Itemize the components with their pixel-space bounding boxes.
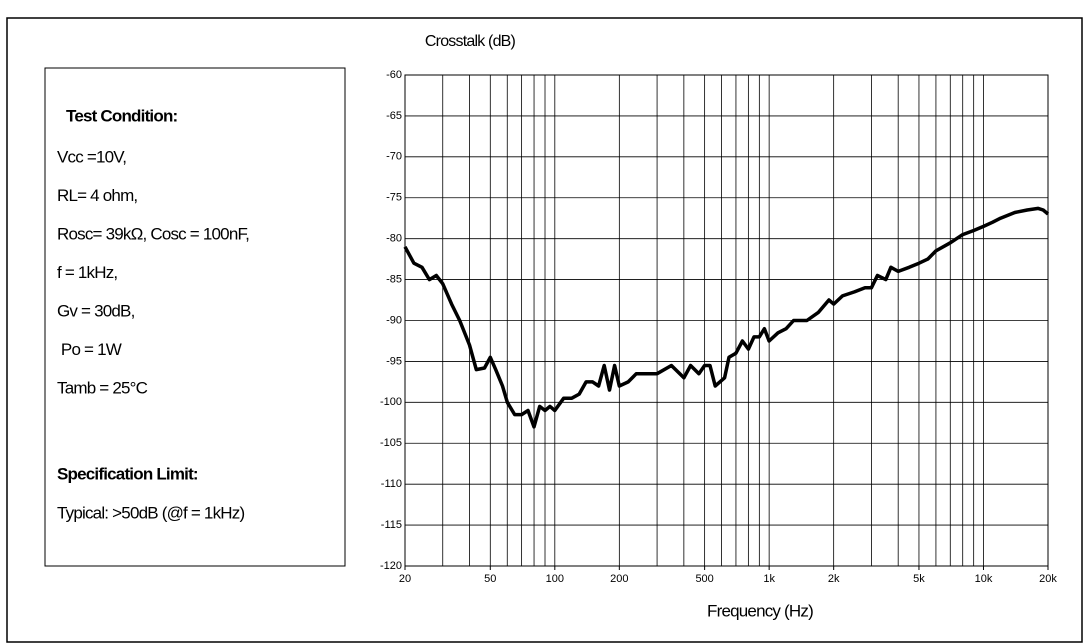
y-tick-label: -60 xyxy=(386,69,402,81)
condition-heading: Test Condition: xyxy=(66,106,178,125)
condition-line: Gv = 30dB, xyxy=(57,301,135,320)
x-tick-label: 2k xyxy=(828,573,840,585)
chart-title: Crosstalk (dB) xyxy=(425,33,516,50)
y-tick-label: -105 xyxy=(380,437,402,449)
y-tick-label: -120 xyxy=(380,560,402,572)
condition-line: Rosc= 39kΩ, Cosc = 100nF, xyxy=(57,224,249,243)
condition-line: Tamb = 25°C xyxy=(57,378,148,397)
limit-heading: Specification Limit: xyxy=(57,464,198,483)
y-tick-label: -65 xyxy=(386,110,402,122)
x-tick-label: 5k xyxy=(913,573,925,585)
y-tick-label: -95 xyxy=(386,355,402,367)
x-axis-label: Frequency (Hz) xyxy=(707,601,813,620)
condition-line: RL= 4 ohm, xyxy=(57,186,137,205)
limit-text: Typical: >50dB (@f = 1kHz) xyxy=(57,503,244,522)
y-tick-label: -85 xyxy=(386,273,402,285)
data-line xyxy=(403,206,1050,429)
frame xyxy=(6,17,1083,643)
y-tick-label: -90 xyxy=(386,314,402,326)
x-tick-label: 100 xyxy=(546,573,564,585)
y-tick-label: -75 xyxy=(386,192,402,204)
condition-line: f = 1kHz, xyxy=(57,263,117,282)
y-tick-label: -70 xyxy=(386,151,402,163)
x-tick-label: 10k xyxy=(975,573,993,585)
condition-box xyxy=(44,67,346,567)
y-tick-label: -80 xyxy=(386,233,402,245)
condition-line: Vcc =10V, xyxy=(57,147,126,166)
x-tick-label: 20 xyxy=(399,573,411,585)
condition-line: Po = 1W xyxy=(57,340,122,359)
x-tick-label: 20k xyxy=(1039,573,1057,585)
x-tick-label: 1k xyxy=(763,573,775,585)
y-tick-label: -110 xyxy=(381,478,402,490)
x-tick-label: 50 xyxy=(484,573,496,585)
y-tick-label: -115 xyxy=(381,519,402,531)
x-tick-label: 200 xyxy=(610,573,628,585)
y-tick-label: -100 xyxy=(380,396,402,408)
x-tick-label: 500 xyxy=(695,573,713,585)
